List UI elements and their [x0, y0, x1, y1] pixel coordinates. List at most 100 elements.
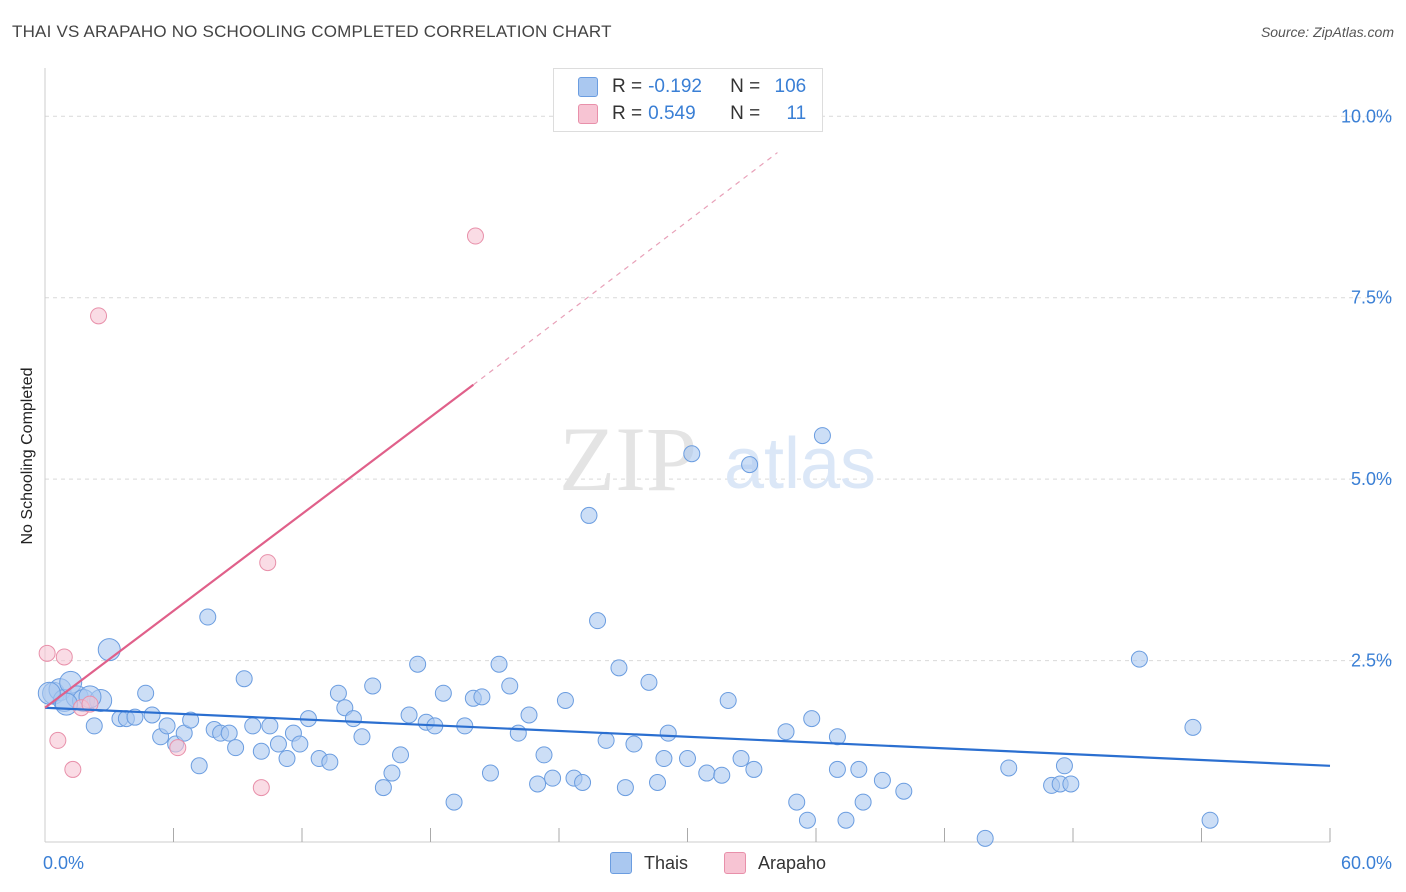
- data-point-thais: [713, 766, 731, 784]
- data-point-thais: [850, 760, 868, 778]
- legend-row-arapaho: R = 0.549 N = 11: [578, 102, 806, 126]
- data-point-arapaho: [81, 695, 99, 713]
- data-point-thais: [640, 673, 658, 691]
- data-point-thais: [580, 506, 598, 524]
- data-point-thais: [97, 638, 121, 662]
- data-point-thais: [383, 764, 401, 782]
- legend-r-label: R =: [612, 76, 643, 97]
- data-point-thais: [261, 717, 279, 735]
- data-point-thais: [126, 708, 144, 726]
- legend-n-value: 106: [774, 76, 807, 97]
- correlation-legend: R = -0.192 N = 106 R = 0.549 N = 11: [553, 68, 823, 132]
- data-point-thais: [679, 750, 696, 768]
- data-point-thais: [392, 746, 410, 764]
- data-point-thais: [520, 706, 538, 724]
- y-tick-label: 2.5%: [1351, 651, 1392, 671]
- data-point-arapaho: [64, 760, 82, 778]
- data-point-thais: [616, 779, 634, 797]
- legend-swatch-thais: [578, 77, 598, 97]
- data-point-thais: [698, 764, 716, 782]
- legend-r-value: 0.549: [648, 103, 696, 124]
- data-point-thais: [895, 782, 913, 800]
- data-point-thais: [364, 677, 382, 695]
- data-point-thais: [655, 750, 673, 768]
- data-point-thais: [732, 750, 750, 768]
- data-point-arapaho: [49, 731, 67, 749]
- data-point-thais: [1201, 811, 1219, 829]
- data-point-thais: [143, 706, 161, 724]
- data-point-arapaho: [90, 307, 108, 325]
- trend-line-thais: [44, 706, 1331, 767]
- data-point-thais: [473, 688, 491, 706]
- data-point-arapaho: [466, 227, 484, 245]
- data-point-thais: [1184, 718, 1202, 736]
- data-point-thais: [659, 724, 677, 742]
- series-legend: Thais Arapaho: [0, 852, 1406, 876]
- data-point-thais: [574, 773, 592, 791]
- data-point-thais: [873, 771, 891, 789]
- data-point-thais: [501, 677, 519, 695]
- data-point-thais: [803, 710, 821, 728]
- series-swatch-thais: [610, 852, 632, 874]
- series-label-thais: Thais: [644, 852, 689, 873]
- data-point-thais: [788, 793, 806, 811]
- data-point-thais: [329, 684, 347, 702]
- data-point-thais: [252, 742, 270, 760]
- data-point-thais: [400, 706, 418, 724]
- y-tick-label: 7.5%: [1351, 288, 1392, 308]
- trend-line-arapaho: [44, 383, 474, 709]
- legend-swatch-arapaho: [578, 104, 598, 124]
- data-point-thais: [535, 746, 553, 764]
- data-point-thais: [544, 769, 562, 787]
- data-points: [37, 227, 1219, 847]
- data-point-thais: [158, 717, 176, 735]
- data-point-thais: [556, 691, 574, 709]
- data-point-arapaho: [55, 648, 73, 666]
- x-tick-label: 60.0%: [1341, 853, 1392, 873]
- data-point-thais: [235, 670, 253, 688]
- trend-extension-arapaho: [472, 152, 778, 386]
- data-point-thais: [85, 717, 103, 735]
- series-label-arapaho: Arapaho: [758, 852, 827, 873]
- watermark-zip: ZIP: [559, 408, 697, 510]
- source-label: Source: ZipAtlas.com: [1260, 24, 1394, 40]
- data-point-thais: [278, 750, 296, 768]
- data-point-thais: [220, 724, 238, 742]
- data-point-thais: [353, 728, 371, 746]
- legend-row-thais: R = -0.192 N = 106: [578, 75, 806, 99]
- data-point-thais: [745, 760, 763, 778]
- trend-lines: [44, 152, 1331, 767]
- data-point-thais: [649, 773, 667, 791]
- data-point-thais: [227, 739, 245, 757]
- data-point-thais: [182, 711, 200, 729]
- data-point-thais: [1000, 759, 1018, 777]
- data-point-thais: [610, 659, 628, 677]
- data-point-thais: [1055, 757, 1073, 775]
- legend-n-label: N =: [730, 76, 761, 97]
- x-tick-label: 0.0%: [43, 853, 84, 873]
- gridlines: [45, 115, 1392, 662]
- data-point-thais: [434, 684, 452, 702]
- legend-n-label: N =: [730, 103, 761, 124]
- data-point-thais: [1130, 650, 1148, 668]
- data-point-thais: [374, 779, 392, 797]
- data-point-thais: [291, 735, 309, 753]
- series-legend-arapaho: Arapaho: [724, 852, 826, 874]
- data-point-thais: [409, 655, 427, 673]
- data-point-thais: [481, 764, 499, 782]
- axes: [44, 68, 1331, 843]
- tick-labels: 2.5% 5.0% 7.5% 10.0% 0.0% 60.0%: [43, 106, 1392, 873]
- data-point-thais: [190, 757, 208, 775]
- data-point-thais: [199, 608, 217, 626]
- y-tick-label: 10.0%: [1341, 106, 1392, 126]
- data-point-thais: [321, 753, 339, 771]
- legend-r-label: R =: [612, 103, 643, 124]
- data-point-thais: [269, 735, 287, 753]
- data-point-thais: [1062, 775, 1080, 793]
- data-point-thais: [344, 710, 362, 728]
- data-point-thais: [509, 724, 527, 742]
- data-point-arapaho: [252, 779, 270, 797]
- data-point-thais: [828, 760, 846, 778]
- data-point-thais: [798, 811, 816, 829]
